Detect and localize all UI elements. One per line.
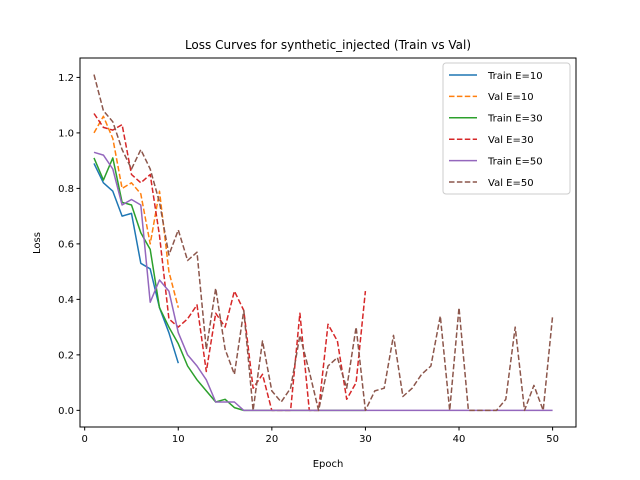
x-tick-label: 30	[359, 434, 372, 445]
y-axis: 0.0 0.2 0.4 0.6 0.8 1.0 1.2	[58, 73, 80, 417]
y-axis-label: Loss	[32, 232, 43, 254]
series-line-val-e-50	[93, 74, 554, 412]
x-axis-label: Epoch	[313, 459, 344, 470]
series-line-train-e-10	[93, 163, 180, 364]
x-tick-label: 20	[265, 434, 278, 445]
series-layer	[93, 74, 554, 412]
y-tick-label: 0.2	[58, 350, 74, 361]
y-tick-label: 0.4	[58, 295, 74, 306]
x-tick-label: 50	[546, 434, 559, 445]
y-tick-label: 1.2	[58, 73, 74, 84]
x-tick-label: 10	[172, 434, 185, 445]
legend-label: Train E=30	[487, 114, 543, 125]
legend: Train E=10 Val E=10 Train E=30 Val E=30 Trai…	[442, 62, 571, 195]
series-line-train-e-50	[93, 151, 553, 412]
x-axis: 0 10 20 30 40 50	[81, 427, 559, 445]
y-tick-label: 0.6	[58, 239, 74, 250]
y-tick-label: 0.8	[58, 184, 74, 195]
legend-label: Val E=50	[488, 178, 534, 189]
legend-label: Val E=10	[488, 92, 534, 103]
x-tick-label: 0	[81, 434, 87, 445]
y-tick-label: 1.0	[58, 128, 74, 139]
y-tick-label: 0.0	[58, 406, 74, 417]
chart-title: Loss Curves for synthetic_injected (Trai…	[185, 38, 471, 52]
legend-box	[442, 62, 571, 195]
plot-frame	[79, 57, 577, 428]
series-line-val-e-30	[93, 113, 367, 412]
legend-label: Train E=10	[487, 71, 543, 82]
x-tick-label: 40	[453, 434, 466, 445]
plot-area	[79, 57, 577, 428]
legend-label: Val E=30	[488, 135, 534, 146]
legend-label: Train E=50	[487, 156, 543, 167]
